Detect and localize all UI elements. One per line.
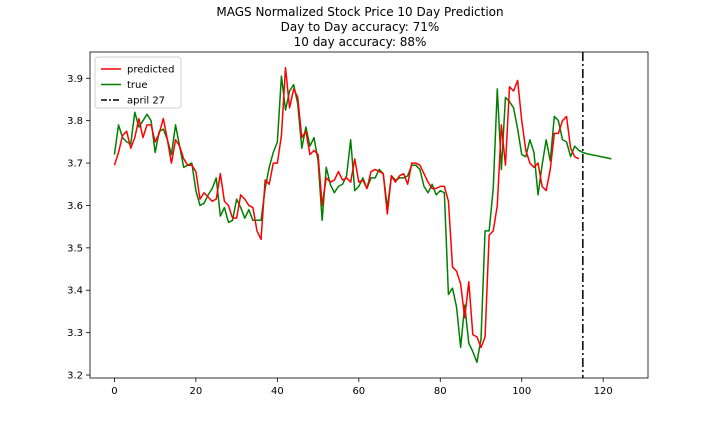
- y-tick-label: 3.5: [67, 243, 83, 254]
- legend-label-true: true: [127, 80, 148, 91]
- chart-title-line-1: MAGS Normalized Stock Price 10 Day Predi…: [216, 5, 504, 19]
- x-tick-label: 40: [271, 386, 284, 397]
- x-tick-label: 120: [594, 386, 613, 397]
- y-tick-label: 3.7: [67, 159, 83, 170]
- y-tick-label: 3.2: [67, 371, 83, 382]
- chart-title-line-3: 10 day accuracy: 88%: [293, 35, 427, 49]
- y-tick-label: 3.6: [67, 201, 83, 212]
- y-tick-label: 3.9: [67, 74, 83, 85]
- x-axis: 0 20 40 60 80 100 120: [111, 378, 613, 397]
- plot-lines-group: [113, 52, 612, 378]
- x-tick-label: 100: [512, 386, 531, 397]
- x-tick-label: 20: [190, 386, 203, 397]
- series-line-true: [113, 75, 612, 364]
- legend: predicted true april 27: [94, 56, 182, 109]
- x-tick-label: 60: [352, 386, 365, 397]
- plot-area-frame: [89, 51, 649, 379]
- y-tick-label: 3.8: [67, 116, 83, 127]
- series-line-predicted: [113, 66, 580, 349]
- y-tick-label: 3.3: [67, 328, 83, 339]
- x-tick-label: 0: [111, 386, 117, 397]
- chart-title-line-2: Day to Day accuracy: 71%: [280, 20, 440, 34]
- y-axis: 3.2 3.3 3.4 3.5 3.6 3.7 3.8 3.9: [67, 74, 90, 382]
- x-tick-label: 80: [434, 386, 447, 397]
- legend-label-predicted: predicted: [127, 65, 174, 76]
- legend-label-april-27: april 27: [127, 96, 165, 107]
- y-tick-label: 3.4: [67, 286, 83, 297]
